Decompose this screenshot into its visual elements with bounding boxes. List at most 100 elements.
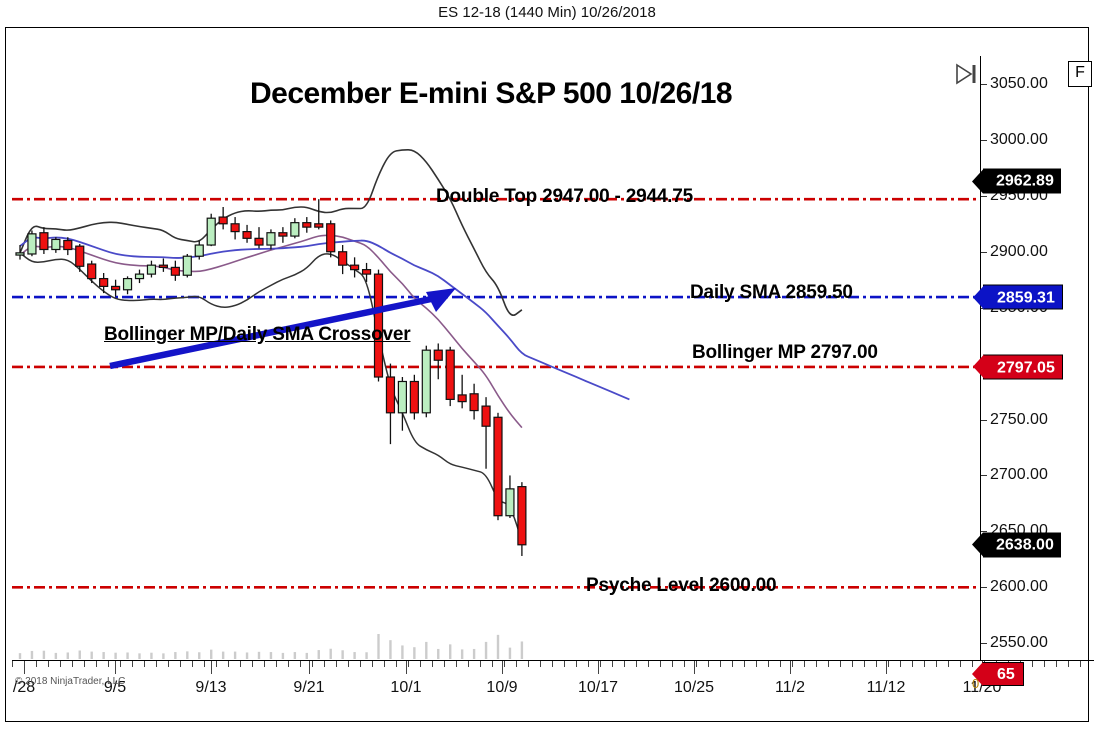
date-minor-tick bbox=[456, 661, 457, 667]
date-minor-tick bbox=[876, 661, 877, 667]
date-minor-tick bbox=[408, 661, 409, 667]
candlestick-series[interactable] bbox=[15, 199, 527, 556]
candle-body[interactable] bbox=[314, 223, 324, 228]
candle-body[interactable] bbox=[350, 264, 360, 271]
candle-body[interactable] bbox=[99, 277, 109, 288]
candle-body[interactable] bbox=[385, 376, 396, 414]
candle-body[interactable] bbox=[445, 349, 455, 400]
date-minor-tick bbox=[372, 661, 373, 667]
date-minor-tick bbox=[672, 661, 673, 667]
date-minor-tick bbox=[936, 661, 937, 667]
date-minor-tick bbox=[336, 661, 337, 667]
candle-body[interactable] bbox=[397, 380, 407, 414]
date-minor-tick bbox=[912, 661, 913, 667]
date-minor-tick bbox=[516, 661, 517, 667]
candle-body[interactable] bbox=[110, 285, 121, 291]
date-minor-tick bbox=[756, 661, 757, 667]
price-tick-label: 3050.00 bbox=[981, 75, 1048, 93]
candle-body[interactable] bbox=[75, 245, 85, 267]
price-marker-blue: 2859.31 bbox=[973, 284, 1063, 310]
date-minor-tick bbox=[468, 661, 469, 667]
annotation-crossover: Bollinger MP/Daily SMA Crossover bbox=[104, 324, 411, 345]
candle-body[interactable] bbox=[326, 223, 336, 253]
date-minor-tick bbox=[324, 661, 325, 667]
candle-body[interactable] bbox=[505, 488, 515, 517]
date-minor-tick bbox=[204, 661, 205, 667]
candle-body[interactable] bbox=[122, 277, 133, 291]
date-minor-tick bbox=[168, 661, 169, 667]
date-minor-tick bbox=[708, 661, 709, 667]
skip-to-end-icon[interactable] bbox=[952, 61, 980, 87]
date-minor-tick bbox=[612, 661, 613, 667]
volume-histogram bbox=[18, 634, 524, 659]
date-minor-tick bbox=[1032, 661, 1033, 667]
candle-body[interactable] bbox=[27, 233, 37, 255]
candle-body[interactable] bbox=[158, 264, 168, 269]
date-minor-tick bbox=[312, 661, 313, 667]
candle-body[interactable] bbox=[302, 222, 312, 228]
candle-body[interactable] bbox=[409, 380, 419, 414]
date-minor-tick bbox=[144, 661, 145, 667]
date-minor-tick bbox=[588, 661, 589, 667]
date-minor-tick bbox=[480, 661, 481, 667]
price-tick-label: 2600.00 bbox=[981, 578, 1048, 596]
candle-body[interactable] bbox=[254, 237, 264, 246]
candle-body[interactable] bbox=[218, 216, 228, 225]
candle-body[interactable] bbox=[338, 251, 348, 266]
candle-body[interactable] bbox=[290, 222, 300, 237]
date-minor-tick bbox=[12, 661, 13, 667]
date-axis[interactable]: /28 9/5 9/13 9/21 10/1 10/9 10/17 10/25 11/2 11/1… bbox=[12, 660, 1094, 722]
date-minor-tick bbox=[252, 661, 253, 667]
chart-title: December E-mini S&P 500 10/26/18 bbox=[250, 77, 733, 110]
candle-body[interactable] bbox=[63, 239, 73, 251]
date-tick-label: 10/17 bbox=[577, 679, 619, 696]
annotation-bollinger-mp: Bollinger MP 2797.00 bbox=[692, 342, 878, 363]
plot-area[interactable] bbox=[12, 56, 980, 660]
date-tick-label: 9/21 bbox=[293, 679, 325, 696]
candle-body[interactable] bbox=[481, 405, 491, 427]
price-marker-red: 2797.05 bbox=[973, 354, 1063, 380]
format-button[interactable]: F bbox=[1068, 61, 1092, 87]
date-minor-tick bbox=[576, 661, 577, 667]
chart-frame: F 3050.003000.002950.002900.002850.00280… bbox=[5, 27, 1094, 722]
date-tick-label: 9/5 bbox=[103, 679, 127, 696]
candle-body[interactable] bbox=[170, 266, 180, 276]
badge-arrow-icon bbox=[972, 662, 983, 686]
date-minor-tick bbox=[504, 661, 505, 667]
date-minor-tick bbox=[864, 661, 865, 667]
candle-body[interactable] bbox=[194, 244, 204, 257]
date-minor-tick bbox=[720, 661, 721, 667]
candle-body[interactable] bbox=[266, 232, 276, 246]
candle-body[interactable] bbox=[15, 252, 25, 256]
date-minor-tick bbox=[888, 661, 889, 667]
date-minor-tick bbox=[636, 661, 637, 667]
candle-body[interactable] bbox=[146, 264, 157, 275]
candle-body[interactable] bbox=[182, 255, 192, 276]
bollinger-midline bbox=[19, 234, 523, 429]
date-minor-tick bbox=[900, 661, 901, 667]
price-axis[interactable]: 3050.003000.002950.002900.002850.002800.… bbox=[972, 56, 1094, 660]
date-minor-tick bbox=[72, 661, 73, 667]
candle-body[interactable] bbox=[493, 416, 503, 517]
candle-body[interactable] bbox=[230, 223, 240, 233]
candle-body[interactable] bbox=[469, 393, 479, 412]
candle-body[interactable] bbox=[517, 486, 527, 546]
candle-body[interactable] bbox=[39, 232, 49, 251]
copyright-notice: © 2018 NinjaTrader, LLC bbox=[15, 676, 126, 687]
candle-body[interactable] bbox=[206, 217, 216, 246]
price-marker-black: 2638.00 bbox=[972, 532, 1061, 558]
candle-body[interactable] bbox=[373, 273, 384, 378]
candle-body[interactable] bbox=[433, 349, 443, 361]
daily-sma-line bbox=[19, 236, 630, 401]
date-minor-tick bbox=[300, 661, 301, 667]
candle-body[interactable] bbox=[134, 273, 145, 280]
candle-body[interactable] bbox=[421, 349, 431, 414]
candle-body[interactable] bbox=[361, 269, 372, 275]
candle-body[interactable] bbox=[278, 232, 288, 237]
candle-body[interactable] bbox=[51, 238, 61, 251]
candle-body[interactable] bbox=[457, 394, 467, 403]
candle-body[interactable] bbox=[242, 231, 252, 239]
date-tick-label: 10/1 bbox=[390, 679, 422, 696]
indicator-badge-label: 65 bbox=[997, 666, 1015, 683]
candle-body[interactable] bbox=[87, 263, 97, 280]
